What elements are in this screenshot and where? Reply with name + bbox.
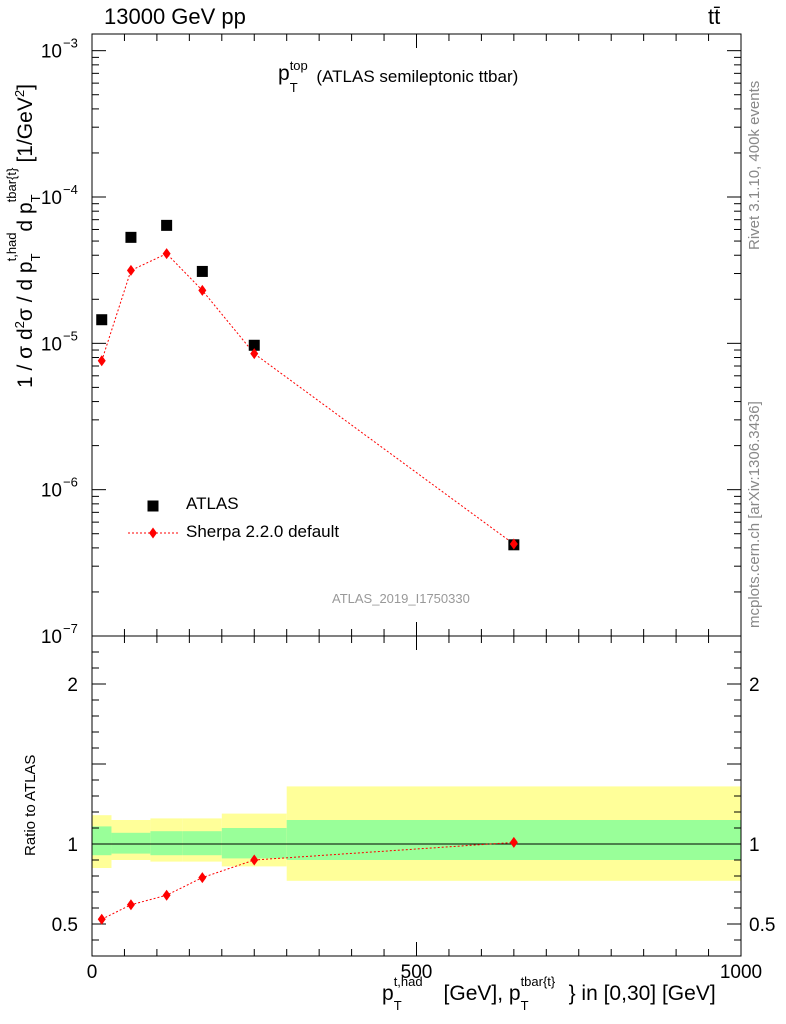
mc-point bbox=[162, 248, 171, 260]
ratio-mc-point bbox=[126, 899, 135, 911]
xlabel-sub2: T bbox=[520, 998, 529, 1013]
y-tick-exponent: −6 bbox=[63, 475, 78, 490]
y-tick-label: 10 bbox=[41, 627, 62, 648]
chart-marks bbox=[96, 219, 520, 925]
data-point bbox=[125, 231, 137, 243]
mc-series-line bbox=[101, 253, 515, 545]
ratio-mc-point bbox=[509, 836, 518, 848]
y-tick-label: 10 bbox=[41, 42, 62, 63]
legend-data-marker bbox=[147, 500, 159, 512]
mc-point bbox=[509, 538, 518, 550]
energy-label: 13000 GeV pp bbox=[104, 4, 246, 29]
legend-mc-marker bbox=[149, 527, 157, 539]
xlabel-sup2: tbar{t} bbox=[520, 974, 556, 989]
y-tick-label: 10 bbox=[41, 481, 62, 502]
mc-point bbox=[250, 348, 259, 360]
ratio-y-tick-label: 0.5 bbox=[52, 915, 78, 936]
data-point bbox=[96, 314, 108, 326]
xlabel-part2: [GeV], p bbox=[437, 982, 521, 1005]
ratio-band-inner bbox=[150, 831, 183, 856]
ratio-y-tick-label: 2 bbox=[67, 675, 78, 696]
x-tick-label: 1000 bbox=[720, 962, 762, 983]
xlabel-part3: } in [0,30] [GeV] bbox=[568, 982, 716, 1005]
ratio-mc-point bbox=[250, 854, 259, 866]
data-point bbox=[248, 339, 260, 351]
ratio-band-inner bbox=[182, 831, 222, 856]
y-tick-exponent: −4 bbox=[63, 182, 78, 197]
annotation-desc: (ATLAS semileptonic ttbar) bbox=[316, 67, 519, 86]
tick-labels: 10−710−610−510−410 −30.5 0.51 12 20 500 1000 bbox=[41, 36, 776, 983]
y-tick-exponent: −5 bbox=[63, 328, 78, 343]
ratio-band-inner bbox=[111, 832, 151, 854]
main-panel-frame bbox=[91, 33, 742, 637]
x-tick-label: 500 bbox=[401, 962, 433, 983]
analysis-id: ATLAS_2019_I1750330 bbox=[332, 591, 470, 606]
ratio-mc-point bbox=[198, 872, 207, 884]
y-tick-label: 10 bbox=[41, 334, 62, 355]
xlabel-sup1: t,had bbox=[393, 974, 423, 989]
ratio-mc-line bbox=[101, 841, 514, 920]
ratio-mc-point bbox=[162, 889, 171, 901]
plot-annotation: p top T (ATLAS semileptonic ttbar) bbox=[278, 58, 519, 95]
legend-data-label: ATLAS bbox=[186, 494, 239, 513]
mc-point bbox=[97, 355, 106, 367]
ratio-band-inner bbox=[221, 828, 287, 859]
ratio-y-tick-label-right: 0.5 bbox=[749, 915, 775, 936]
mc-point bbox=[198, 284, 207, 296]
xlabel-part1: p bbox=[382, 982, 394, 1005]
annotation-sup: top bbox=[289, 58, 308, 73]
xlabel-sub1: T bbox=[393, 998, 402, 1013]
x-tick-label: 0 bbox=[87, 962, 98, 983]
data-point bbox=[161, 219, 173, 231]
annotation-var: p bbox=[278, 62, 290, 85]
mc-point bbox=[126, 264, 135, 276]
ratio-mc-point bbox=[97, 913, 106, 925]
data-point bbox=[196, 265, 208, 277]
y-tick-label: 10 bbox=[41, 188, 62, 209]
y-tick-exponent: −7 bbox=[63, 621, 78, 636]
ratio-band-inner bbox=[92, 826, 112, 856]
legend-markers bbox=[128, 500, 178, 539]
legend-mc-label: Sherpa 2.2.0 default bbox=[186, 522, 340, 541]
y-tick-exponent: −3 bbox=[63, 36, 78, 51]
process-label: tt̄ bbox=[708, 4, 721, 29]
ratio-y-tick-label-right: 2 bbox=[749, 675, 760, 696]
annotation-sub: T bbox=[289, 80, 298, 95]
ratio-y-tick-label: 1 bbox=[67, 835, 78, 856]
ratio-bands bbox=[92, 786, 741, 881]
x-axis-label: p t,had T [GeV], p tbar{t} T } in [0,30] [GeV… bbox=[382, 974, 716, 1013]
axis-ticks bbox=[91, 34, 742, 956]
ratio-y-tick-label-right: 1 bbox=[749, 835, 760, 856]
